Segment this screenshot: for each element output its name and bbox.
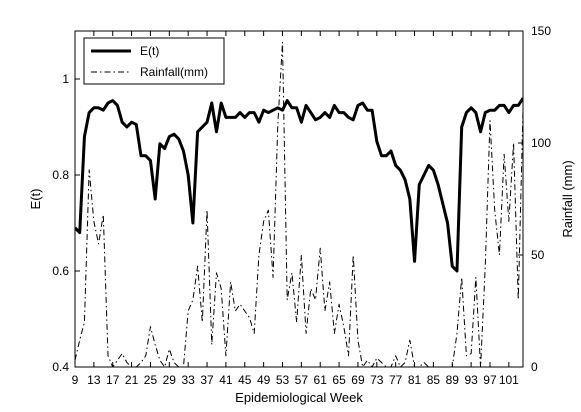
x-tick-label: 89 [446,373,460,387]
x-tick-label: 13 [87,373,101,387]
x-tick-label: 77 [389,373,403,387]
x-tick-label: 21 [125,373,139,387]
left-y-tick-label: 0.4 [52,360,69,374]
right-y-tick-label: 150 [531,24,551,38]
x-tick-label: 17 [106,373,120,387]
x-tick-label: 81 [408,373,422,387]
x-tick-label: 85 [427,373,441,387]
x-tick-label: 97 [483,373,497,387]
right-y-tick-label: 100 [531,136,551,150]
series-layer [75,41,523,367]
left-y-tick-label: 1 [62,72,69,86]
right-y-axis-title: Rainfall (mm) [560,160,575,237]
left-y-tick-label: 0.8 [52,168,69,182]
x-tick-label: 9 [72,373,79,387]
x-tick-label: 57 [295,373,309,387]
x-tick-label: 25 [144,373,158,387]
legend-label-rainfall: Rainfall(mm) [140,65,208,79]
x-tick-label: 37 [200,373,214,387]
x-tick-label: 93 [464,373,478,387]
right-y-axis-ticks: 0 50 100 150 [518,24,551,374]
et-series-line [75,97,523,273]
x-tick-label: 41 [219,373,233,387]
x-axis-title: Epidemiological Week [235,390,363,405]
x-tick-label: 65 [332,373,346,387]
x-axis-ticks: 9 13 17 21 25 29 33 37 41 45 49 53 57 61 65 69 73 77 81 85 8… [72,31,519,387]
x-tick-label: 33 [181,373,195,387]
left-y-axis-title: E(t) [28,189,43,210]
x-tick-label: 49 [257,373,271,387]
left-y-axis-ticks: 0.4 0.6 0.8 1 [52,72,80,374]
legend-box [83,37,225,85]
right-y-tick-label: 0 [531,360,538,374]
x-tick-label: 53 [276,373,290,387]
x-tick-label: 69 [351,373,365,387]
x-tick-label: 45 [238,373,252,387]
right-y-tick-label: 50 [531,248,545,262]
plot-area-frame [74,30,524,368]
x-tick-label: 101 [499,373,519,387]
x-tick-label: 29 [163,373,177,387]
legend-label-et: E(t) [140,44,159,58]
legend: E(t) Rainfall(mm) [83,37,225,85]
left-y-tick-label: 0.6 [52,264,69,278]
x-tick-label: 61 [314,373,328,387]
x-tick-label: 73 [370,373,384,387]
